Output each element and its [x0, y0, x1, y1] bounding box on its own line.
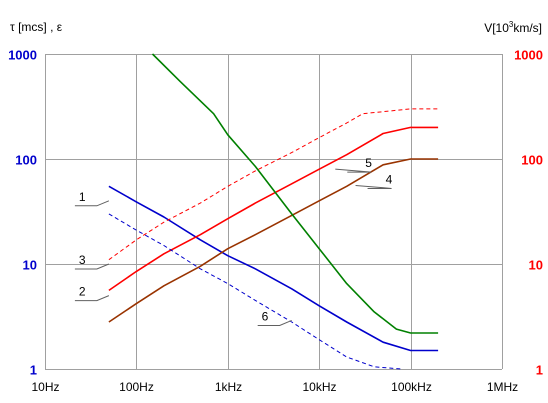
x-tick-label: 1kHz [215, 380, 242, 394]
left-axis-title: τ [mcs] , ε [10, 20, 63, 34]
annotation-label: 1 [79, 190, 86, 204]
annotation-label: 4 [386, 172, 393, 186]
annotation-label: 2 [79, 285, 86, 299]
x-tick-label: 100kHz [391, 380, 432, 394]
y-tick-label-left: 100 [15, 153, 37, 168]
y-tick-label-left: 1000 [8, 48, 37, 63]
right-axis-title-unit: km/s] [513, 21, 542, 35]
right-axis-title: V[103km/s] [484, 20, 542, 35]
series-line-2 [108, 126, 439, 292]
annotation-leader-line [74, 295, 110, 302]
annotation-leader-line [74, 263, 110, 270]
y-tick-label-right: 100 [521, 153, 543, 168]
y-tick-label-left: 1 [30, 363, 37, 378]
annotation-6: 6 [257, 309, 292, 326]
annotation-leader-line [74, 200, 110, 207]
annotation-3: 3 [74, 253, 110, 270]
annotation-label: 3 [79, 253, 86, 267]
x-tick-label: 100Hz [119, 380, 154, 394]
x-tick-label: 10kHz [302, 380, 336, 394]
annotations-layer: 1 2 3 45 6 [74, 156, 393, 326]
y-tick-label-right: 1000 [514, 48, 543, 63]
annotation-leader-line [355, 184, 392, 189]
annotation-leader-line [335, 168, 372, 173]
series-line-6 [108, 213, 402, 370]
series-layer [108, 53, 439, 370]
y-tick-label-right: 1 [536, 363, 543, 378]
annotation-label: 6 [262, 309, 269, 323]
annotation-4: 4 [355, 172, 393, 189]
y-tick-label-right: 10 [529, 258, 543, 273]
series-line-5 [151, 53, 439, 334]
x-tick-label: 1MHz [487, 380, 518, 394]
series-line-4 [108, 158, 439, 323]
tick-labels: 10Hz 100Hz 1kHz 10kHz 100kHz 1MHz110100100011… [8, 48, 543, 395]
annotation-5: 5 [335, 156, 372, 173]
y-tick-label-left: 10 [23, 258, 37, 273]
annotation-2: 2 [74, 285, 110, 302]
series-line-1 [108, 185, 439, 352]
right-axis-title-base: V[10 [484, 21, 509, 35]
annotation-label: 5 [365, 156, 372, 170]
series-line-3 [108, 108, 439, 261]
x-tick-label: 10Hz [31, 380, 59, 394]
grid [45, 54, 503, 370]
annotation-1: 1 [74, 190, 110, 207]
right-axis-title-exponent: 3 [508, 20, 514, 29]
annotation-leader-line [257, 319, 292, 326]
